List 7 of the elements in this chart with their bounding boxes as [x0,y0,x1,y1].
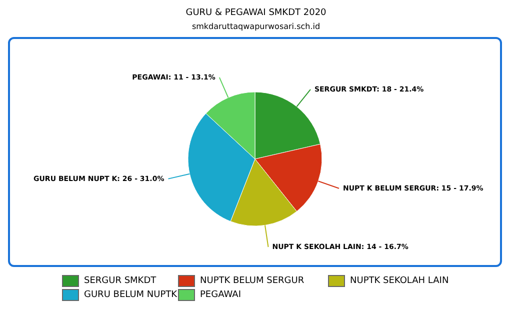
legend-label: SERGUR SMKDT [84,276,156,286]
legend-label: NUPTK SEKOLAH LAIN [350,276,449,286]
legend-label: PEGAWAI [200,290,241,300]
chart-subtitle: smkdaruttaqwapurwosari.sch.id [190,22,322,31]
legend-label: GURU BELUM NUPTK [84,290,178,300]
chart-title: GURU & PEGAWAI SMKDT 2020 [184,8,328,18]
legend-label: NUPTK BELUM SERGUR [200,276,304,286]
